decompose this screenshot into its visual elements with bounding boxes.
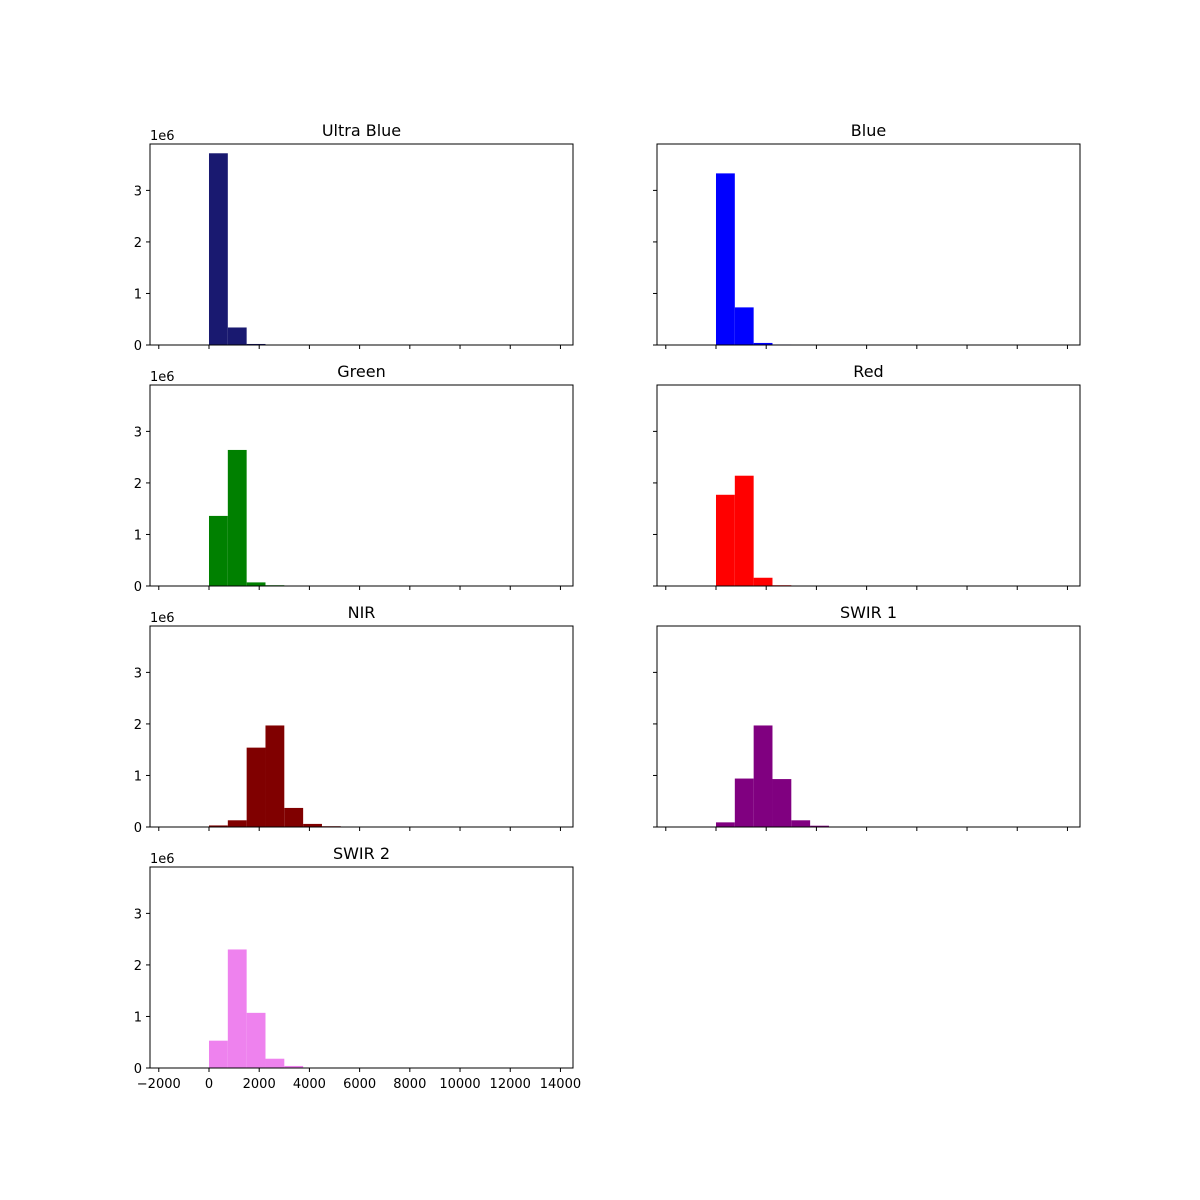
x-tick-label: 0 xyxy=(205,1077,213,1092)
histogram-bar xyxy=(753,342,773,345)
subplot-grid: Ultra Blue 0 1 2 3 1e6 Blue Green 0 1 2 3 1e6 Red NIR 0… xyxy=(134,121,1081,1092)
y-tick-label: 2 xyxy=(134,718,142,733)
histogram-bar xyxy=(734,475,754,586)
histogram-bar xyxy=(284,1065,304,1068)
subplot-swir-2: SWIR 2−2000 0 2000 4000 6000 8000 10000 12000 14… xyxy=(134,844,581,1092)
y-tick-label: 0 xyxy=(134,821,142,836)
subplot-nir: NIR 0 1 2 3 1e6 xyxy=(134,603,574,836)
subplot-blue: Blue xyxy=(653,121,1081,349)
subplot-title: Red xyxy=(853,362,883,381)
histogram-bar xyxy=(791,820,811,827)
histogram-bar xyxy=(753,577,773,586)
x-tick-label: 2000 xyxy=(243,1077,276,1092)
y-tick-label: 0 xyxy=(134,339,142,354)
y-offset-label: 1e6 xyxy=(150,370,175,385)
subplot-green: Green 0 1 2 3 1e6 xyxy=(134,362,574,595)
histogram-bar xyxy=(227,820,247,827)
histogram-bar xyxy=(715,173,735,345)
x-tick-label: 14000 xyxy=(540,1077,581,1092)
y-tick-label: 2 xyxy=(134,959,142,974)
x-tick-label: 10000 xyxy=(439,1077,480,1092)
axes-frame xyxy=(149,384,574,587)
x-tick-label: 4000 xyxy=(293,1077,326,1092)
y-tick-label: 3 xyxy=(134,184,142,199)
histogram-bar xyxy=(246,1012,266,1068)
histogram-bar xyxy=(265,725,285,827)
axes-frame xyxy=(656,384,1081,587)
histogram-bar xyxy=(715,822,735,827)
histogram-bar xyxy=(810,825,829,827)
histogram-bar xyxy=(208,153,228,345)
y-tick-label: 1 xyxy=(134,287,142,302)
y-offset-label: 1e6 xyxy=(150,852,175,867)
y-tick-label: 2 xyxy=(134,236,142,251)
subplot-ultra-blue: Ultra Blue 0 1 2 3 1e6 xyxy=(134,121,574,354)
subplot-title: SWIR 1 xyxy=(840,603,897,622)
histogram-bar xyxy=(208,1040,228,1068)
subplot-title: Green xyxy=(337,362,385,381)
histogram-bar xyxy=(715,494,735,586)
subplot-swir-1: SWIR 1 xyxy=(653,603,1081,831)
histogram-bar xyxy=(265,1058,285,1068)
histogram-bar xyxy=(227,327,247,345)
histogram-bar xyxy=(753,725,773,827)
axes-frame xyxy=(149,866,574,1069)
histogram-bar xyxy=(208,515,228,586)
x-tick-label: 8000 xyxy=(393,1077,426,1092)
axes-frame xyxy=(656,625,1081,828)
y-tick-label: 1 xyxy=(134,1010,142,1025)
x-tick-label: 12000 xyxy=(490,1077,531,1092)
histogram-bar xyxy=(208,825,228,827)
histogram-bar xyxy=(227,949,247,1068)
y-offset-label: 1e6 xyxy=(150,611,175,626)
axes-frame xyxy=(656,143,1081,346)
histogram-bar xyxy=(303,823,322,827)
histogram-bar xyxy=(227,449,247,586)
x-tick-label: 6000 xyxy=(343,1077,376,1092)
subplot-red: Red xyxy=(653,362,1081,590)
y-tick-label: 1 xyxy=(134,769,142,784)
axes-frame xyxy=(149,143,574,346)
y-tick-label: 3 xyxy=(134,666,142,681)
histogram-bar xyxy=(284,807,304,827)
x-tick-label: −2000 xyxy=(137,1077,181,1092)
subplot-title: Blue xyxy=(851,121,886,140)
histogram-bar xyxy=(734,778,754,827)
histogram-bar xyxy=(246,582,266,586)
y-tick-label: 3 xyxy=(134,425,142,440)
y-tick-label: 0 xyxy=(134,1062,142,1077)
y-tick-label: 3 xyxy=(134,907,142,922)
y-tick-label: 0 xyxy=(134,580,142,595)
y-tick-label: 1 xyxy=(134,528,142,543)
histogram-bar xyxy=(246,343,266,345)
y-tick-label: 2 xyxy=(134,477,142,492)
subplot-title: NIR xyxy=(348,603,376,622)
subplot-title: Ultra Blue xyxy=(322,121,401,140)
histogram-bar xyxy=(246,747,266,827)
axes-frame xyxy=(149,625,574,828)
subplot-title: SWIR 2 xyxy=(333,844,390,863)
y-offset-label: 1e6 xyxy=(150,129,175,144)
histogram-bar xyxy=(772,779,792,827)
histogram-bar xyxy=(734,307,754,345)
